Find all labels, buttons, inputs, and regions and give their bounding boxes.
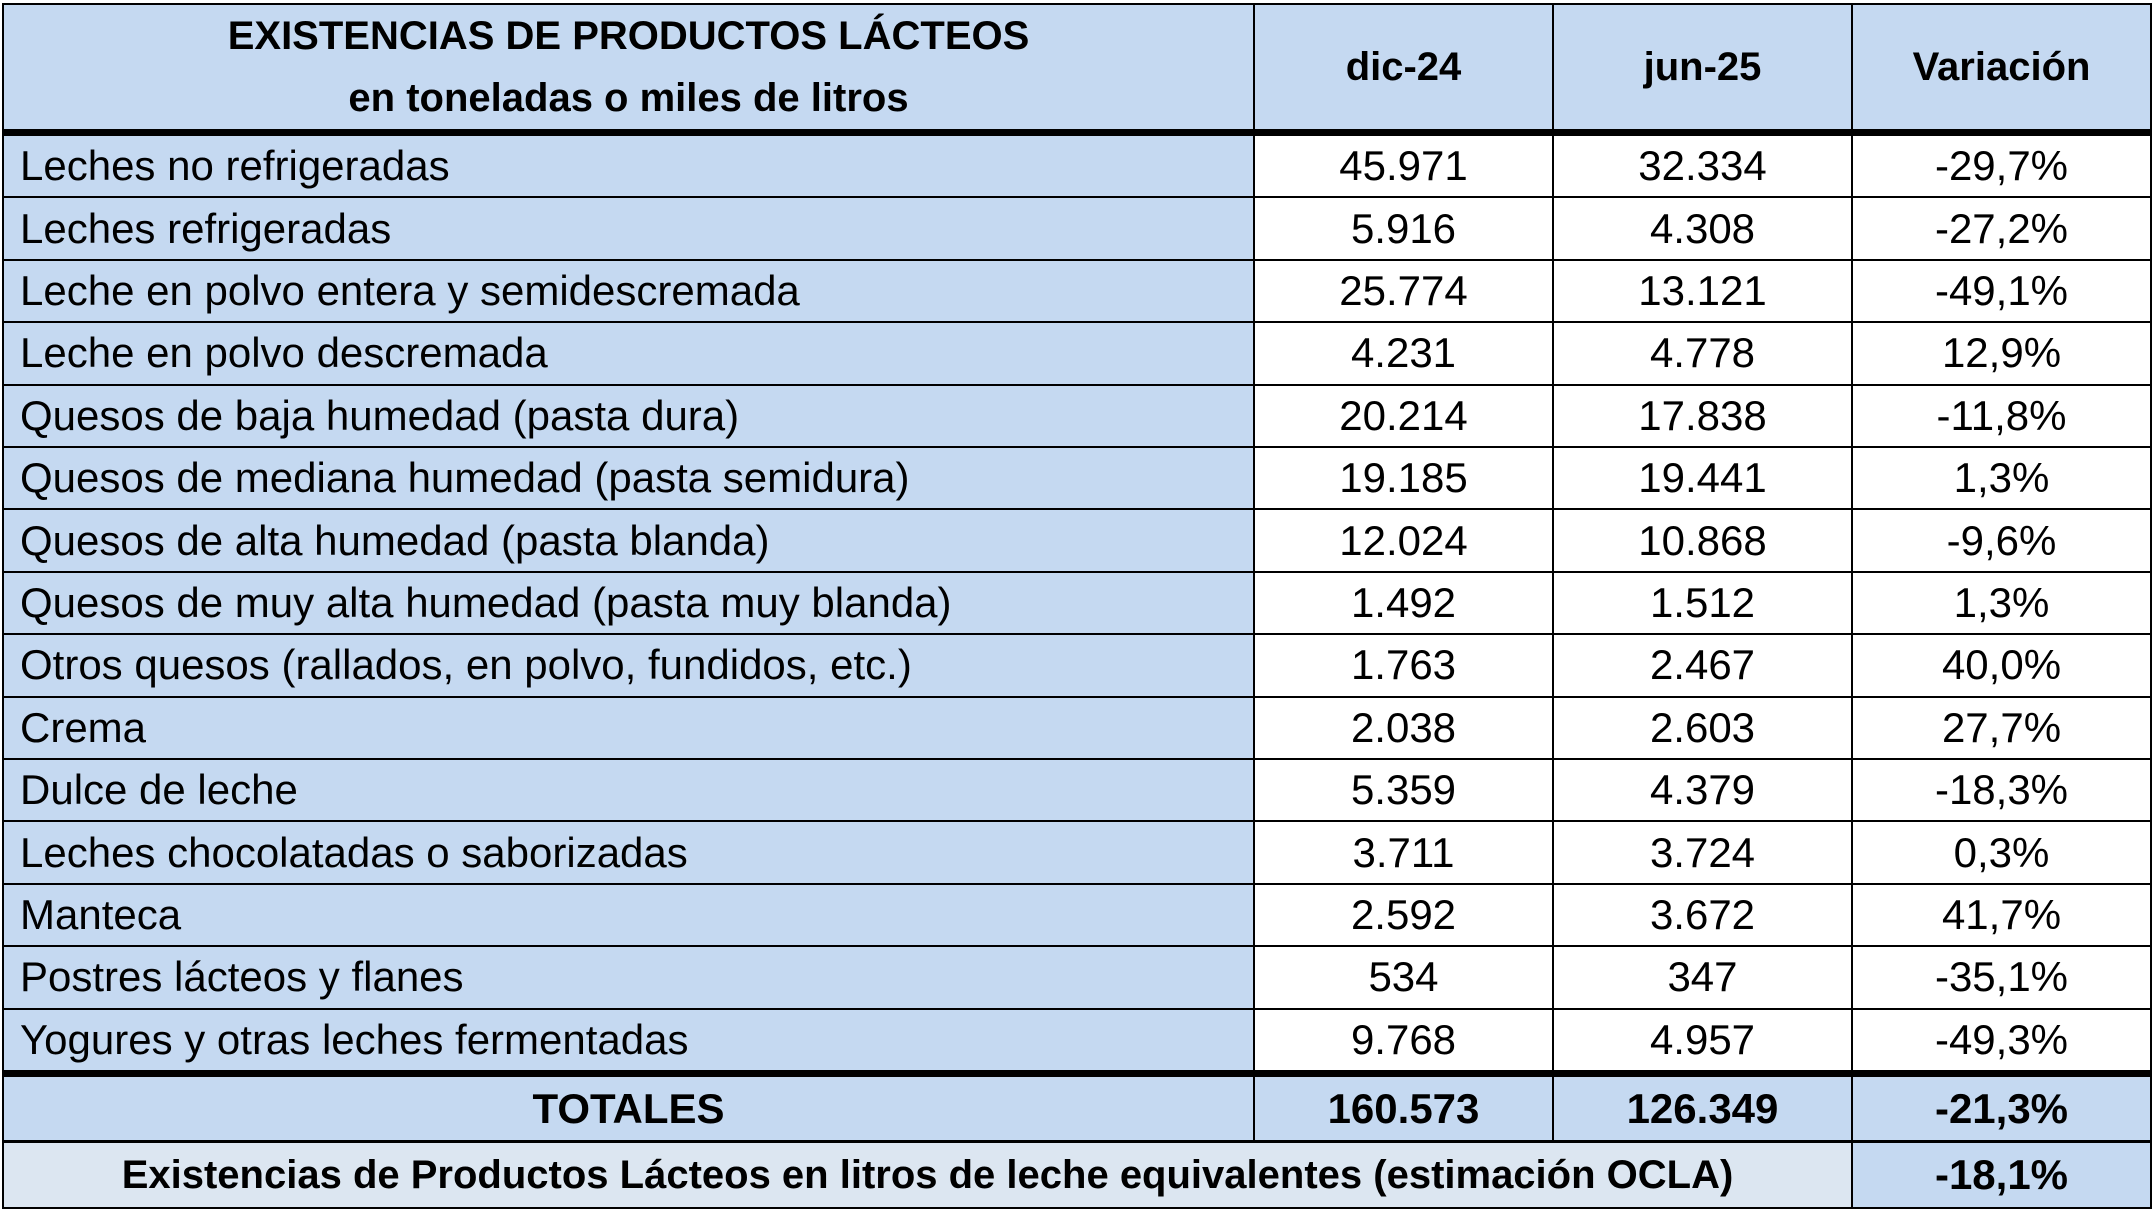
value-dic24: 3.711 — [1253, 820, 1554, 885]
table-row: Quesos de mediana humedad (pasta semidur… — [2, 445, 2152, 511]
value-dic24: 20.214 — [1253, 383, 1554, 449]
value-dic24: 1.763 — [1253, 633, 1554, 698]
footer-value: -18,1% — [1851, 1140, 2152, 1210]
product-name: Quesos de alta humedad (pasta blanda) — [2, 508, 1255, 573]
value-dic24: 2.592 — [1253, 882, 1554, 948]
value-variacion: -18,3% — [1851, 757, 2152, 823]
value-jun25: 13.121 — [1552, 258, 1853, 324]
table-row: Leches chocolatadas o saborizadas 3.711 3.… — [2, 820, 2152, 885]
value-dic24: 12.024 — [1253, 508, 1554, 573]
value-variacion: 1,3% — [1851, 445, 2152, 511]
value-variacion: -11,8% — [1851, 383, 2152, 449]
value-jun25: 4.957 — [1552, 1007, 1853, 1075]
value-variacion: 41,7% — [1851, 882, 2152, 948]
product-name: Leches no refrigeradas — [2, 131, 1255, 199]
table-row: Quesos de baja humedad (pasta dura) 20.21… — [2, 383, 2152, 449]
value-dic24: 1.492 — [1253, 570, 1554, 636]
table-row: Quesos de alta humedad (pasta blanda) 12.… — [2, 508, 2152, 573]
product-name: Leches chocolatadas o saborizadas — [2, 820, 1255, 885]
table-row: Manteca 2.592 3.672 41,7% — [2, 882, 2152, 948]
value-dic24: 5.359 — [1253, 757, 1554, 823]
product-name: Quesos de mediana humedad (pasta semidur… — [2, 445, 1255, 511]
product-name: Dulce de leche — [2, 757, 1255, 823]
product-name: Yogures y otras leches fermentadas — [2, 1007, 1255, 1075]
table-title-line2: en toneladas o miles de litros — [348, 76, 909, 120]
value-variacion: 1,3% — [1851, 570, 2152, 636]
value-variacion: 12,9% — [1851, 321, 2152, 386]
value-jun25: 4.379 — [1552, 757, 1853, 823]
value-dic24: 4.231 — [1253, 321, 1554, 386]
header-row: EXISTENCIAS DE PRODUCTOS LÁCTEOS en tone… — [2, 3, 2152, 134]
value-dic24: 534 — [1253, 945, 1554, 1010]
product-name: Leche en polvo descremada — [2, 321, 1255, 386]
footer-label: Existencias de Productos Lácteos en litr… — [2, 1140, 1853, 1210]
value-variacion: 0,3% — [1851, 820, 2152, 885]
value-variacion: 40,0% — [1851, 633, 2152, 698]
totals-label: TOTALES — [2, 1072, 1255, 1143]
table-row: Leches no refrigeradas 45.971 32.334 -29,7% — [2, 131, 2152, 199]
dairy-stocks-table: EXISTENCIAS DE PRODUCTOS LÁCTEOS en tone… — [2, 3, 2152, 1210]
value-jun25: 17.838 — [1552, 383, 1853, 449]
value-jun25: 4.778 — [1552, 321, 1853, 386]
totals-dic24: 160.573 — [1253, 1072, 1554, 1143]
footer-row: Existencias de Productos Lácteos en litr… — [2, 1140, 2152, 1210]
value-dic24: 5.916 — [1253, 196, 1554, 261]
table-row: Otros quesos (rallados, en polvo, fundid… — [2, 633, 2152, 698]
column-header-dic24: dic-24 — [1253, 3, 1554, 134]
table-row: Crema 2.038 2.603 27,7% — [2, 695, 2152, 760]
value-jun25: 3.672 — [1552, 882, 1853, 948]
value-jun25: 2.603 — [1552, 695, 1853, 760]
product-name: Leches refrigeradas — [2, 196, 1255, 261]
product-name: Crema — [2, 695, 1255, 760]
table-row: Leche en polvo entera y semidescremada 25… — [2, 258, 2152, 324]
value-jun25: 2.467 — [1552, 633, 1853, 698]
table-row: Postres lácteos y flanes 534 347 -35,1% — [2, 945, 2152, 1010]
table-title: EXISTENCIAS DE PRODUCTOS LÁCTEOS en tone… — [2, 3, 1255, 134]
value-dic24: 2.038 — [1253, 695, 1554, 760]
totals-jun25: 126.349 — [1552, 1072, 1853, 1143]
value-variacion: -49,1% — [1851, 258, 2152, 324]
product-name: Quesos de baja humedad (pasta dura) — [2, 383, 1255, 449]
value-jun25: 10.868 — [1552, 508, 1853, 573]
table-row: Leches refrigeradas 5.916 4.308 -27,2% — [2, 196, 2152, 261]
value-variacion: 27,7% — [1851, 695, 2152, 760]
value-variacion: -29,7% — [1851, 131, 2152, 199]
value-variacion: -27,2% — [1851, 196, 2152, 261]
product-name: Leche en polvo entera y semidescremada — [2, 258, 1255, 324]
value-variacion: -49,3% — [1851, 1007, 2152, 1075]
totals-row: TOTALES 160.573 126.349 -21,3% — [2, 1072, 2152, 1143]
table-title-line1: EXISTENCIAS DE PRODUCTOS LÁCTEOS — [227, 14, 1030, 58]
value-dic24: 9.768 — [1253, 1007, 1554, 1075]
value-jun25: 347 — [1552, 945, 1853, 1010]
product-name: Postres lácteos y flanes — [2, 945, 1255, 1010]
table-row: Yogures y otras leches fermentadas 9.768 4… — [2, 1007, 2152, 1075]
value-variacion: -9,6% — [1851, 508, 2152, 573]
table-row: Quesos de muy alta humedad (pasta muy bl… — [2, 570, 2152, 636]
column-header-jun25: jun-25 — [1552, 3, 1853, 134]
value-jun25: 19.441 — [1552, 445, 1853, 511]
table-row: Dulce de leche 5.359 4.379 -18,3% — [2, 757, 2152, 823]
value-variacion: -35,1% — [1851, 945, 2152, 1010]
value-dic24: 25.774 — [1253, 258, 1554, 324]
totals-variacion: -21,3% — [1851, 1072, 2152, 1143]
table-row: Leche en polvo descremada 4.231 4.778 12,9% — [2, 321, 2152, 386]
value-dic24: 45.971 — [1253, 131, 1554, 199]
product-name: Manteca — [2, 882, 1255, 948]
value-jun25: 32.334 — [1552, 131, 1853, 199]
product-name: Quesos de muy alta humedad (pasta muy bl… — [2, 570, 1255, 636]
value-jun25: 3.724 — [1552, 820, 1853, 885]
column-header-variacion: Variación — [1851, 3, 2152, 134]
value-jun25: 1.512 — [1552, 570, 1853, 636]
value-jun25: 4.308 — [1552, 196, 1853, 261]
value-dic24: 19.185 — [1253, 445, 1554, 511]
product-name: Otros quesos (rallados, en polvo, fundid… — [2, 633, 1255, 698]
